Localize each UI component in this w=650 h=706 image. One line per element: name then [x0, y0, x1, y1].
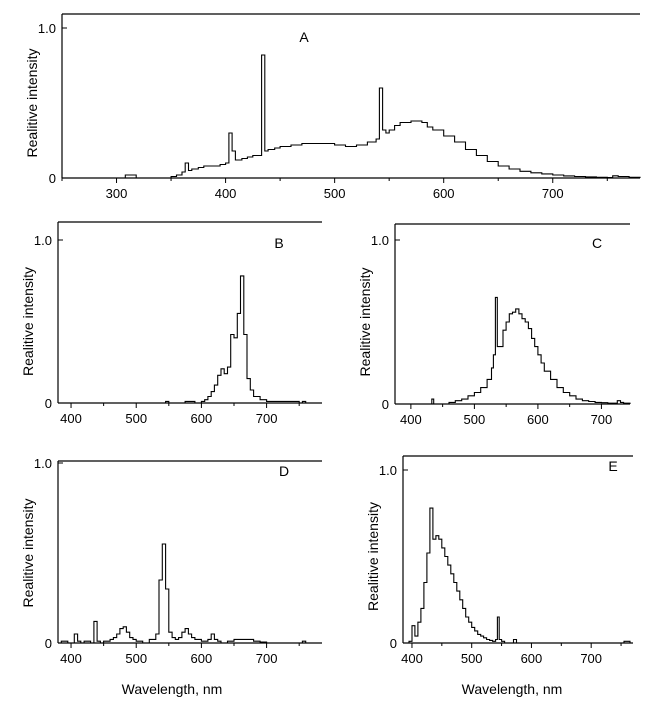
panel-e: 0 1.0 400 500 600 700 Realitive intensity E Wave… [365, 455, 633, 697]
y-axis-title: Realitive intensity [357, 268, 373, 377]
x-axis-title: Wavelength, nm [462, 681, 563, 697]
x-tick-label: 300 [106, 186, 128, 201]
panel-letter: E [608, 458, 617, 474]
y-tick-label: 0 [382, 397, 389, 412]
x-tick-label: 700 [256, 651, 278, 666]
x-tick-label: 600 [191, 411, 213, 426]
y-tick-label: 0 [49, 171, 56, 186]
x-axis-title: Wavelength, nm [122, 681, 223, 697]
x-tick-label: 500 [464, 412, 486, 427]
y-tick-label: 1.0 [38, 21, 56, 36]
x-tick-label: 700 [591, 412, 613, 427]
x-tick-label: 400 [215, 186, 237, 201]
y-tick-label: 0 [45, 396, 52, 411]
x-tick-label: 500 [461, 651, 483, 666]
y-tick-label: 1.0 [379, 463, 397, 478]
x-tick-label: 600 [191, 651, 213, 666]
spectrum-series [62, 54, 641, 179]
x-tick-label: 500 [125, 411, 147, 426]
x-tick-label: 700 [580, 651, 602, 666]
y-tick-label: 0 [45, 636, 52, 651]
x-tick-label: 400 [60, 411, 82, 426]
y-axis-title: Realitive intensity [24, 49, 40, 158]
panel-b: 0 1.0 400 500 600 700 Realitive intensity B [20, 221, 322, 426]
x-tick-label: 400 [400, 412, 422, 427]
panel-letter: C [592, 235, 602, 251]
panel-letter: A [299, 29, 309, 45]
x-tick-label: 500 [324, 186, 346, 201]
x-tick-label: 700 [542, 186, 564, 201]
y-axis-title: Realitive intensity [20, 499, 36, 608]
spectrum-series [58, 275, 322, 404]
spectrum-series [58, 543, 322, 644]
panel-letter: D [279, 463, 289, 479]
y-tick-label: 1.0 [371, 233, 389, 248]
panel-d: 0 1.0 400 500 600 700 Realitive intensity D Wave… [20, 456, 322, 697]
spectrum-series [403, 507, 633, 644]
x-tick-label: 400 [401, 651, 423, 666]
panel-letter: B [274, 235, 283, 251]
panel-a: 0 1.0 300 400 500 600 700 Realitive intensity A [24, 13, 641, 201]
x-tick-label: 400 [60, 651, 82, 666]
spectrum-series [395, 296, 631, 405]
y-tick-label: 1.0 [34, 233, 52, 248]
x-tick-label: 700 [256, 411, 278, 426]
x-tick-label: 600 [433, 186, 455, 201]
x-tick-label: 500 [125, 651, 147, 666]
y-axis-title: Realitive intensity [365, 502, 381, 611]
y-axis-title: Realitive intensity [20, 267, 36, 376]
panel-c: 0 1.0 400 500 600 700 Realitive intensity C [357, 223, 631, 427]
x-tick-label: 600 [527, 412, 549, 427]
y-tick-label: 0 [390, 636, 397, 651]
y-tick-label: 1.0 [34, 456, 52, 471]
x-tick-label: 600 [521, 651, 543, 666]
